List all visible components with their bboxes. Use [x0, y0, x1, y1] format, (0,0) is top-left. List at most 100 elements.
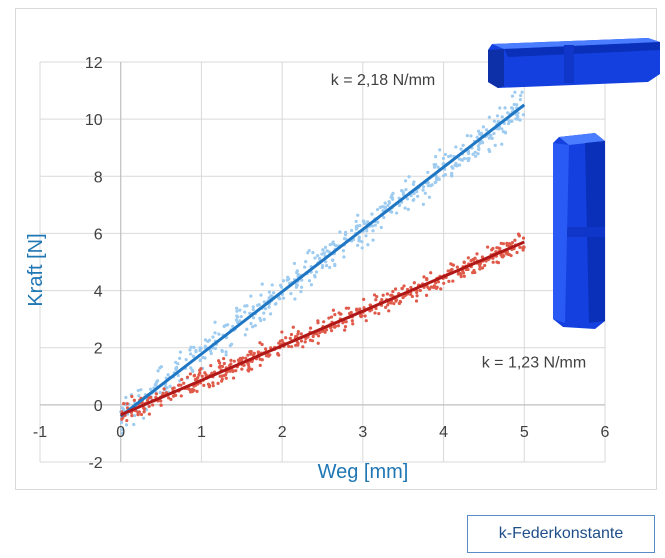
data-point-0	[443, 172, 448, 177]
data-point-0	[137, 394, 141, 398]
data-point-0	[178, 356, 182, 360]
data-point-0	[411, 182, 415, 186]
data-point-0	[370, 224, 375, 228]
data-point-1	[192, 373, 197, 377]
data-point-0	[465, 157, 470, 161]
data-point-1	[436, 280, 441, 284]
data-point-0	[376, 220, 380, 224]
data-point-0	[387, 201, 392, 205]
data-point-1	[154, 392, 158, 396]
data-point-0	[158, 390, 162, 395]
data-point-1	[412, 281, 416, 285]
data-point-0	[503, 131, 508, 135]
data-point-1	[477, 262, 482, 266]
data-point-0	[260, 282, 264, 286]
data-point-1	[172, 386, 176, 390]
data-point-0	[406, 207, 410, 212]
data-point-1	[246, 353, 250, 357]
data-point-0	[262, 317, 266, 321]
data-point-1	[387, 309, 391, 313]
data-point-1	[220, 379, 224, 383]
data-point-0	[447, 154, 451, 159]
data-point-1	[222, 361, 226, 366]
data-point-0	[248, 311, 252, 315]
data-point-0	[423, 191, 427, 195]
data-point-0	[519, 93, 523, 98]
y-axis-title: Kraft [N]	[25, 233, 47, 306]
data-point-1	[461, 271, 466, 275]
data-point-1	[316, 341, 320, 345]
data-point-1	[251, 353, 255, 357]
data-point-0	[412, 191, 416, 196]
data-point-0	[516, 117, 520, 121]
data-point-1	[455, 265, 459, 269]
data-point-1	[362, 297, 366, 301]
data-point-1	[197, 373, 201, 377]
data-point-0	[476, 129, 481, 133]
data-point-0	[432, 165, 437, 169]
data-point-1	[385, 292, 389, 296]
data-point-0	[166, 373, 170, 377]
data-point-0	[292, 261, 297, 266]
data-point-1	[296, 332, 300, 336]
data-point-0	[365, 229, 369, 233]
data-point-1	[450, 267, 454, 272]
data-point-0	[395, 211, 399, 215]
data-point-0	[273, 302, 278, 306]
data-point-0	[330, 258, 335, 262]
data-point-1	[303, 340, 307, 344]
data-point-0	[404, 188, 408, 192]
data-point-0	[243, 304, 247, 308]
data-point-0	[188, 348, 192, 352]
data-point-0	[371, 229, 375, 233]
data-point-0	[471, 152, 475, 156]
data-point-1	[374, 298, 378, 302]
data-point-0	[141, 416, 146, 420]
data-point-1	[216, 381, 220, 385]
data-point-1	[490, 248, 494, 252]
data-point-1	[185, 375, 190, 379]
data-point-0	[403, 206, 407, 210]
data-point-0	[357, 235, 361, 239]
data-point-1	[358, 314, 363, 318]
data-point-0	[416, 194, 420, 198]
data-point-1	[218, 364, 222, 368]
data-point-1	[136, 410, 140, 414]
data-point-0	[222, 324, 226, 328]
data-point-1	[513, 238, 517, 242]
data-point-0	[249, 294, 253, 298]
data-point-0	[268, 312, 273, 316]
y-tick-label: 10	[85, 112, 103, 129]
data-point-0	[194, 350, 198, 354]
data-point-1	[296, 329, 300, 334]
data-point-1	[280, 330, 284, 334]
data-point-0	[295, 282, 299, 287]
data-point-0	[234, 318, 238, 322]
data-point-0	[208, 349, 213, 353]
data-point-0	[426, 184, 430, 188]
data-point-0	[327, 250, 331, 254]
data-point-1	[393, 287, 398, 291]
data-point-0	[124, 423, 129, 427]
data-point-1	[331, 308, 336, 312]
data-point-0	[433, 181, 437, 185]
data-point-0	[475, 135, 479, 139]
data-point-0	[500, 142, 504, 146]
data-point-0	[434, 155, 438, 159]
data-point-1	[483, 263, 487, 268]
data-point-0	[189, 352, 193, 356]
data-point-1	[218, 361, 222, 365]
data-point-1	[518, 245, 522, 249]
data-point-1	[336, 324, 341, 328]
data-point-0	[500, 127, 504, 131]
data-point-0	[495, 114, 500, 118]
data-point-1	[258, 341, 262, 345]
data-point-0	[279, 285, 284, 289]
data-point-1	[147, 404, 151, 408]
data-point-1	[162, 387, 166, 391]
data-point-1	[280, 338, 284, 343]
data-point-1	[351, 322, 355, 326]
data-point-0	[289, 292, 293, 296]
data-point-1	[246, 368, 250, 372]
data-point-1	[241, 356, 245, 360]
